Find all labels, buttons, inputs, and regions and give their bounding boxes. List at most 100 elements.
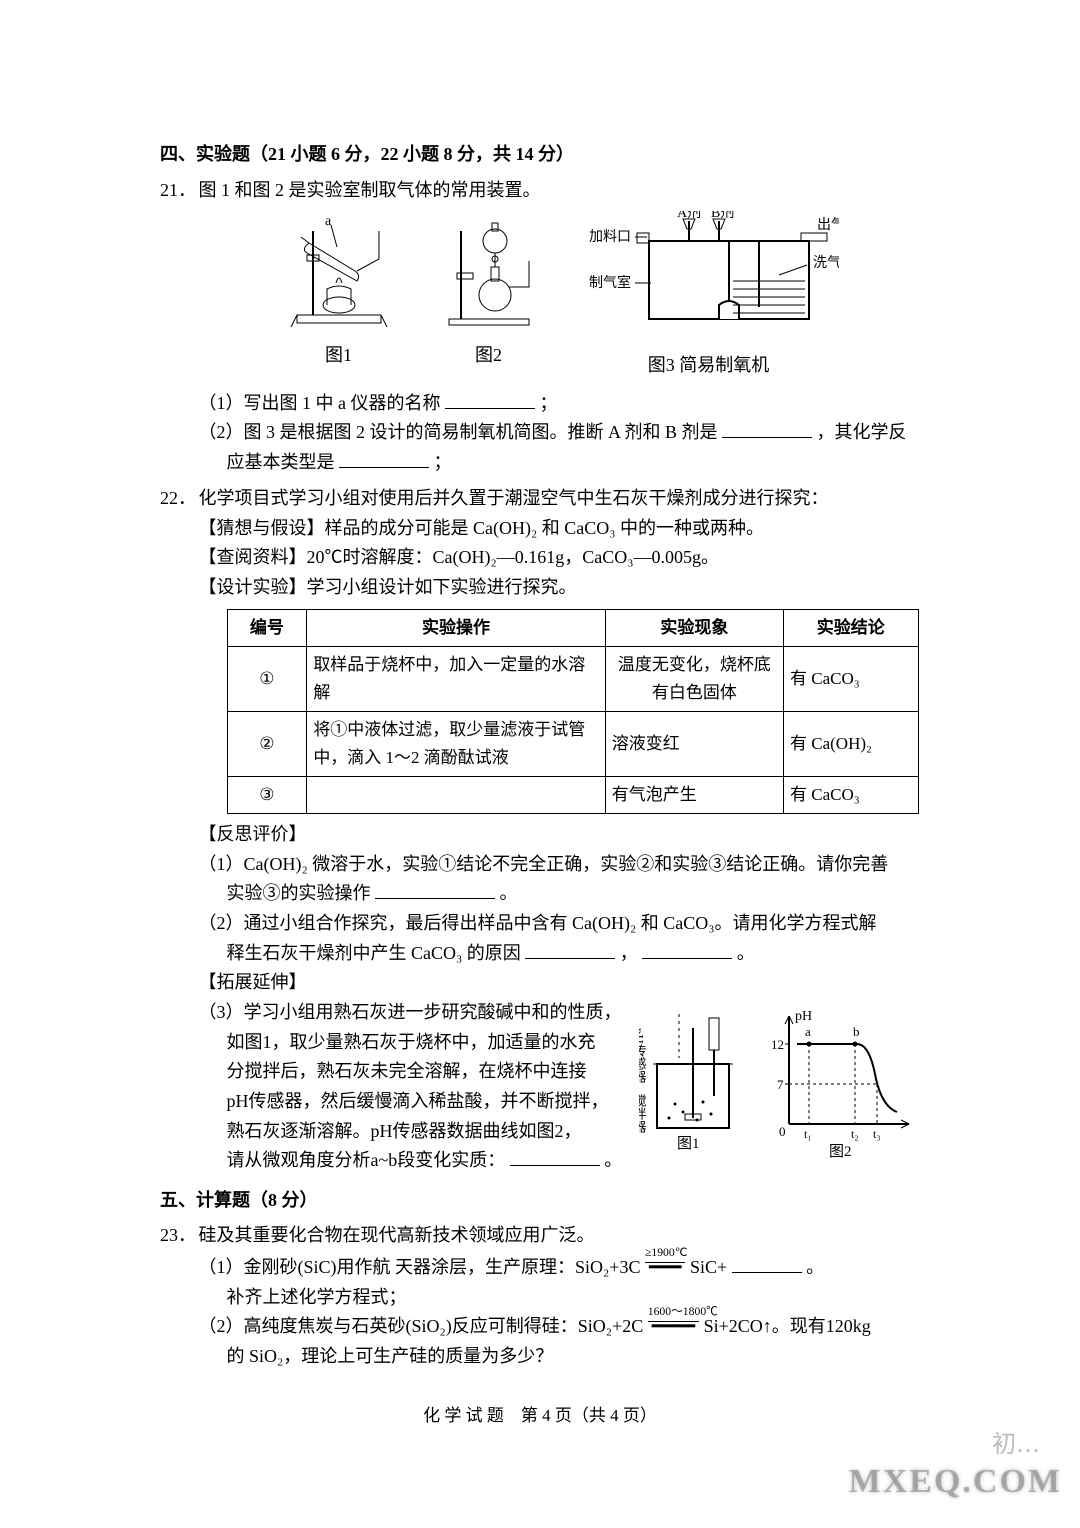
blank (642, 940, 732, 959)
cell: ③ (227, 776, 307, 813)
reflect-heading: 【反思评价】 (199, 820, 919, 850)
figure-1: a 图1 (279, 211, 399, 380)
q23-p2: （2）高纯度焦炭与石英砂(SiO₂)反应可制得硅：SiO₂+2C 1600～18… (199, 1312, 919, 1342)
svg-text:a: a (805, 1024, 811, 1039)
svg-text:出气口: 出气口 (817, 217, 839, 233)
q22-r1-a: （1）Ca(OH)₂ 微溶于水，实验①结论不完全正确，实验②和实验③结论正确。请… (199, 854, 889, 874)
q21-body: 图 1 和图 2 是实验室制取气体的常用装置。 (199, 176, 919, 478)
q22-guess: 【猜想与假设】样品的成分可能是 Ca(OH)₂ 和 CaCO₃ 中的一种或两种。 (199, 514, 919, 544)
question-23: 23． 硅及其重要化合物在现代高新技术领域应用广泛。 （1）金刚砂(SiC)用作… (160, 1221, 920, 1371)
q23-p2-b: Si+2CO↑。现有120kg (704, 1316, 871, 1336)
reaction-cond: ≥1900℃ (645, 1243, 686, 1263)
q22-r1: （1）Ca(OH)₂ 微溶于水，实验①结论不完全正确，实验②和实验③结论正确。请… (199, 850, 919, 880)
cell: 有 CaCO₃ (784, 646, 919, 711)
q21-part2: （2）图 3 是根据图 2 设计的简易制氧机简图。推断 A 剂和 B 剂是 ，其… (199, 418, 919, 448)
svg-text:图1: 图1 (677, 1135, 700, 1152)
svg-text:B剂: B剂 (711, 211, 734, 221)
q22-r3-b: 如图1，取少量熟石灰于烧杯中，加适量的水充 (199, 1028, 629, 1058)
svg-text:制气室: 制气室 (589, 274, 631, 291)
q22-r2-line2: 释生石灰干燥剂中产生 CaCO₃ 的原因 ， 。 (199, 939, 919, 969)
extend-heading: 【拓展延伸】 (199, 968, 919, 998)
q23-p2-a: （2）高纯度焦炭与石英砂(SiO₂)反应可制得硅：SiO₂+2C (199, 1316, 644, 1336)
reaction-arrow: 1600～1800℃ ━━━━ (648, 1312, 699, 1342)
cell: 取样品于烧杯中，加入一定量的水溶解 (307, 646, 605, 711)
cell: 将①中液体过滤，取少量滤液于试管中，滴入 1～2 滴酚酞试液 (307, 711, 605, 776)
question-21: 21． 图 1 和图 2 是实验室制取气体的常用装置。 (160, 176, 920, 478)
th-concl: 实验结论 (784, 609, 919, 646)
watermark-main: MXEQ.COM (849, 1454, 1062, 1510)
q22-r3-e: 熟石灰逐渐溶解。pH传感器数据曲线如图2， (199, 1117, 629, 1147)
q22-r2-a: （2）通过小组合作探究，最后得出样品中含有 Ca(OH)₂ 和 CaCO₃。请用… (199, 913, 877, 933)
q21-p1-a: （1）写出图 1 中 a 仪器的名称 (199, 393, 441, 413)
figure-3-caption: 图3 简易制氧机 (579, 351, 839, 381)
cell: 有气泡产生 (605, 776, 783, 813)
q23-p1-b: SiC+ (690, 1257, 727, 1277)
cell (307, 776, 605, 813)
page: 四、实验题（21 小题 6 分，22 小题 8 分，共 14 分） 21． 图 … (0, 0, 1080, 1528)
q23-p1: （1）金刚砂(SiC)用作航 天器涂层，生产原理：SiO₂+3C ≥1900℃ … (199, 1253, 919, 1283)
figure-1-svg: a (279, 211, 399, 331)
th-phen: 实验现象 (605, 609, 783, 646)
q22-r2-c: ， (620, 943, 638, 963)
q22-r1-b: 实验③的实验操作 (227, 883, 371, 903)
svg-text:t₃: t₃ (873, 1127, 881, 1141)
q21-intro: 图 1 和图 2 是实验室制取气体的常用装置。 (199, 180, 541, 200)
figure-2: 图2 (439, 211, 539, 380)
q22-r2-b: 释生石灰干燥剂中产生 CaCO₃ 的原因 (227, 943, 521, 963)
q22-r1-line2: 实验③的实验操作 。 (199, 879, 919, 909)
figure-1-caption: 图1 (279, 341, 399, 371)
q22-ext-svg: pH传感器 搅拌器 图1 pH (639, 998, 919, 1168)
question-22: 22． 化学项目式学习小组对使用后并久置于潮湿空气中生石灰干燥剂成分进行探究： … (160, 484, 920, 1178)
q21-p2-a: （2）图 3 是根据图 2 设计的简易制氧机简图。推断 A 剂和 B 剂是 (199, 422, 718, 442)
q22-design: 【设计实验】学习小组设计如下实验进行探究。 (199, 573, 919, 603)
svg-text:12: 12 (771, 1037, 784, 1052)
cell: ② (227, 711, 307, 776)
q23-number: 23． (160, 1221, 194, 1251)
th-id: 编号 (227, 609, 307, 646)
q22-refs: 【查阅资料】20℃时溶解度：Ca(OH)₂—0.161g，CaCO₃—0.005… (199, 543, 919, 573)
page-footer: 化 学 试 题 第 4 页（共 4 页） (160, 1402, 920, 1430)
reaction-arrow: ≥1900℃ ━━━ (645, 1253, 686, 1283)
q22-r2: （2）通过小组合作探究，最后得出样品中含有 Ca(OH)₂ 和 CaCO₃。请用… (199, 909, 919, 939)
table-header-row: 编号 实验操作 实验现象 实验结论 (227, 609, 918, 646)
q22-r3-a: （3）学习小组用熟石灰进一步研究酸碱中和的性质， (199, 998, 629, 1028)
svg-text:A剂: A剂 (677, 211, 701, 221)
figure-2-caption: 图2 (439, 341, 539, 371)
blank (510, 1147, 600, 1166)
figure-3-svg: A剂 B剂 出气口 加料口 制气室 洗气室 (579, 211, 839, 341)
svg-text:pH传感器: pH传感器 (639, 1028, 647, 1084)
q22-r3-d: pH传感器，然后缓慢滴入稀盐酸，并不断搅拌， (199, 1087, 629, 1117)
q23-p1-c: 。 (806, 1257, 824, 1277)
q23-p2-c: 的 SiO₂，理论上可生产硅的质量为多少？ (199, 1342, 919, 1372)
blank (732, 1254, 802, 1273)
cell: 温度无变化，烧杯底有白色固体 (605, 646, 783, 711)
q22-body: 化学项目式学习小组对使用后并久置于潮湿空气中生石灰干燥剂成分进行探究： 【猜想与… (199, 484, 919, 1178)
q23-intro: 硅及其重要化合物在现代高新技术领域应用广泛。 (199, 1225, 595, 1245)
q23-p1-d: 补齐上述化学方程式； (199, 1283, 919, 1313)
q22-number: 22． (160, 484, 194, 514)
q22-intro: 化学项目式学习小组对使用后并久置于潮湿空气中生石灰干燥剂成分进行探究： (199, 488, 829, 508)
q21-p1-b: ； (540, 393, 558, 413)
svg-text:0: 0 (779, 1124, 786, 1139)
figure-2-svg (439, 211, 539, 331)
q21-p2-d: ； (434, 452, 452, 472)
q22-r3-text: （3）学习小组用熟石灰进一步研究酸碱中和的性质， 如图1，取少量熟石灰于烧杯中，… (199, 998, 629, 1178)
q22-r3-c: 分搅拌后，熟石灰未完全溶解，在烧杯中连接 (199, 1057, 629, 1087)
cell: 有 Ca(OH)₂ (784, 711, 919, 776)
blank (525, 940, 615, 959)
svg-text:图2: 图2 (829, 1143, 852, 1160)
q21-part1: （1）写出图 1 中 a 仪器的名称 ； (199, 389, 919, 419)
th-op: 实验操作 (307, 609, 605, 646)
experiment-table: 编号 实验操作 实验现象 实验结论 ① 取样品于烧杯中，加入一定量的水溶解 温度… (227, 609, 919, 814)
cell: 溶液变红 (605, 711, 783, 776)
q22-r3-f: 请从微观角度分析a~b段变化实质： (227, 1150, 506, 1170)
cell: ① (227, 646, 307, 711)
svg-text:7: 7 (777, 1077, 784, 1092)
table-row: ① 取样品于烧杯中，加入一定量的水溶解 温度无变化，烧杯底有白色固体 有 CaC… (227, 646, 918, 711)
svg-text:pH: pH (795, 1009, 812, 1024)
q23-body: 硅及其重要化合物在现代高新技术领域应用广泛。 （1）金刚砂(SiC)用作航 天器… (199, 1221, 919, 1371)
q22-r2-d: 。 (737, 943, 755, 963)
table-row: ③ 有气泡产生 有 CaCO₃ (227, 776, 918, 813)
svg-text:b: b (853, 1024, 860, 1039)
q22-ext-figures: pH传感器 搅拌器 图1 pH (639, 998, 919, 1178)
